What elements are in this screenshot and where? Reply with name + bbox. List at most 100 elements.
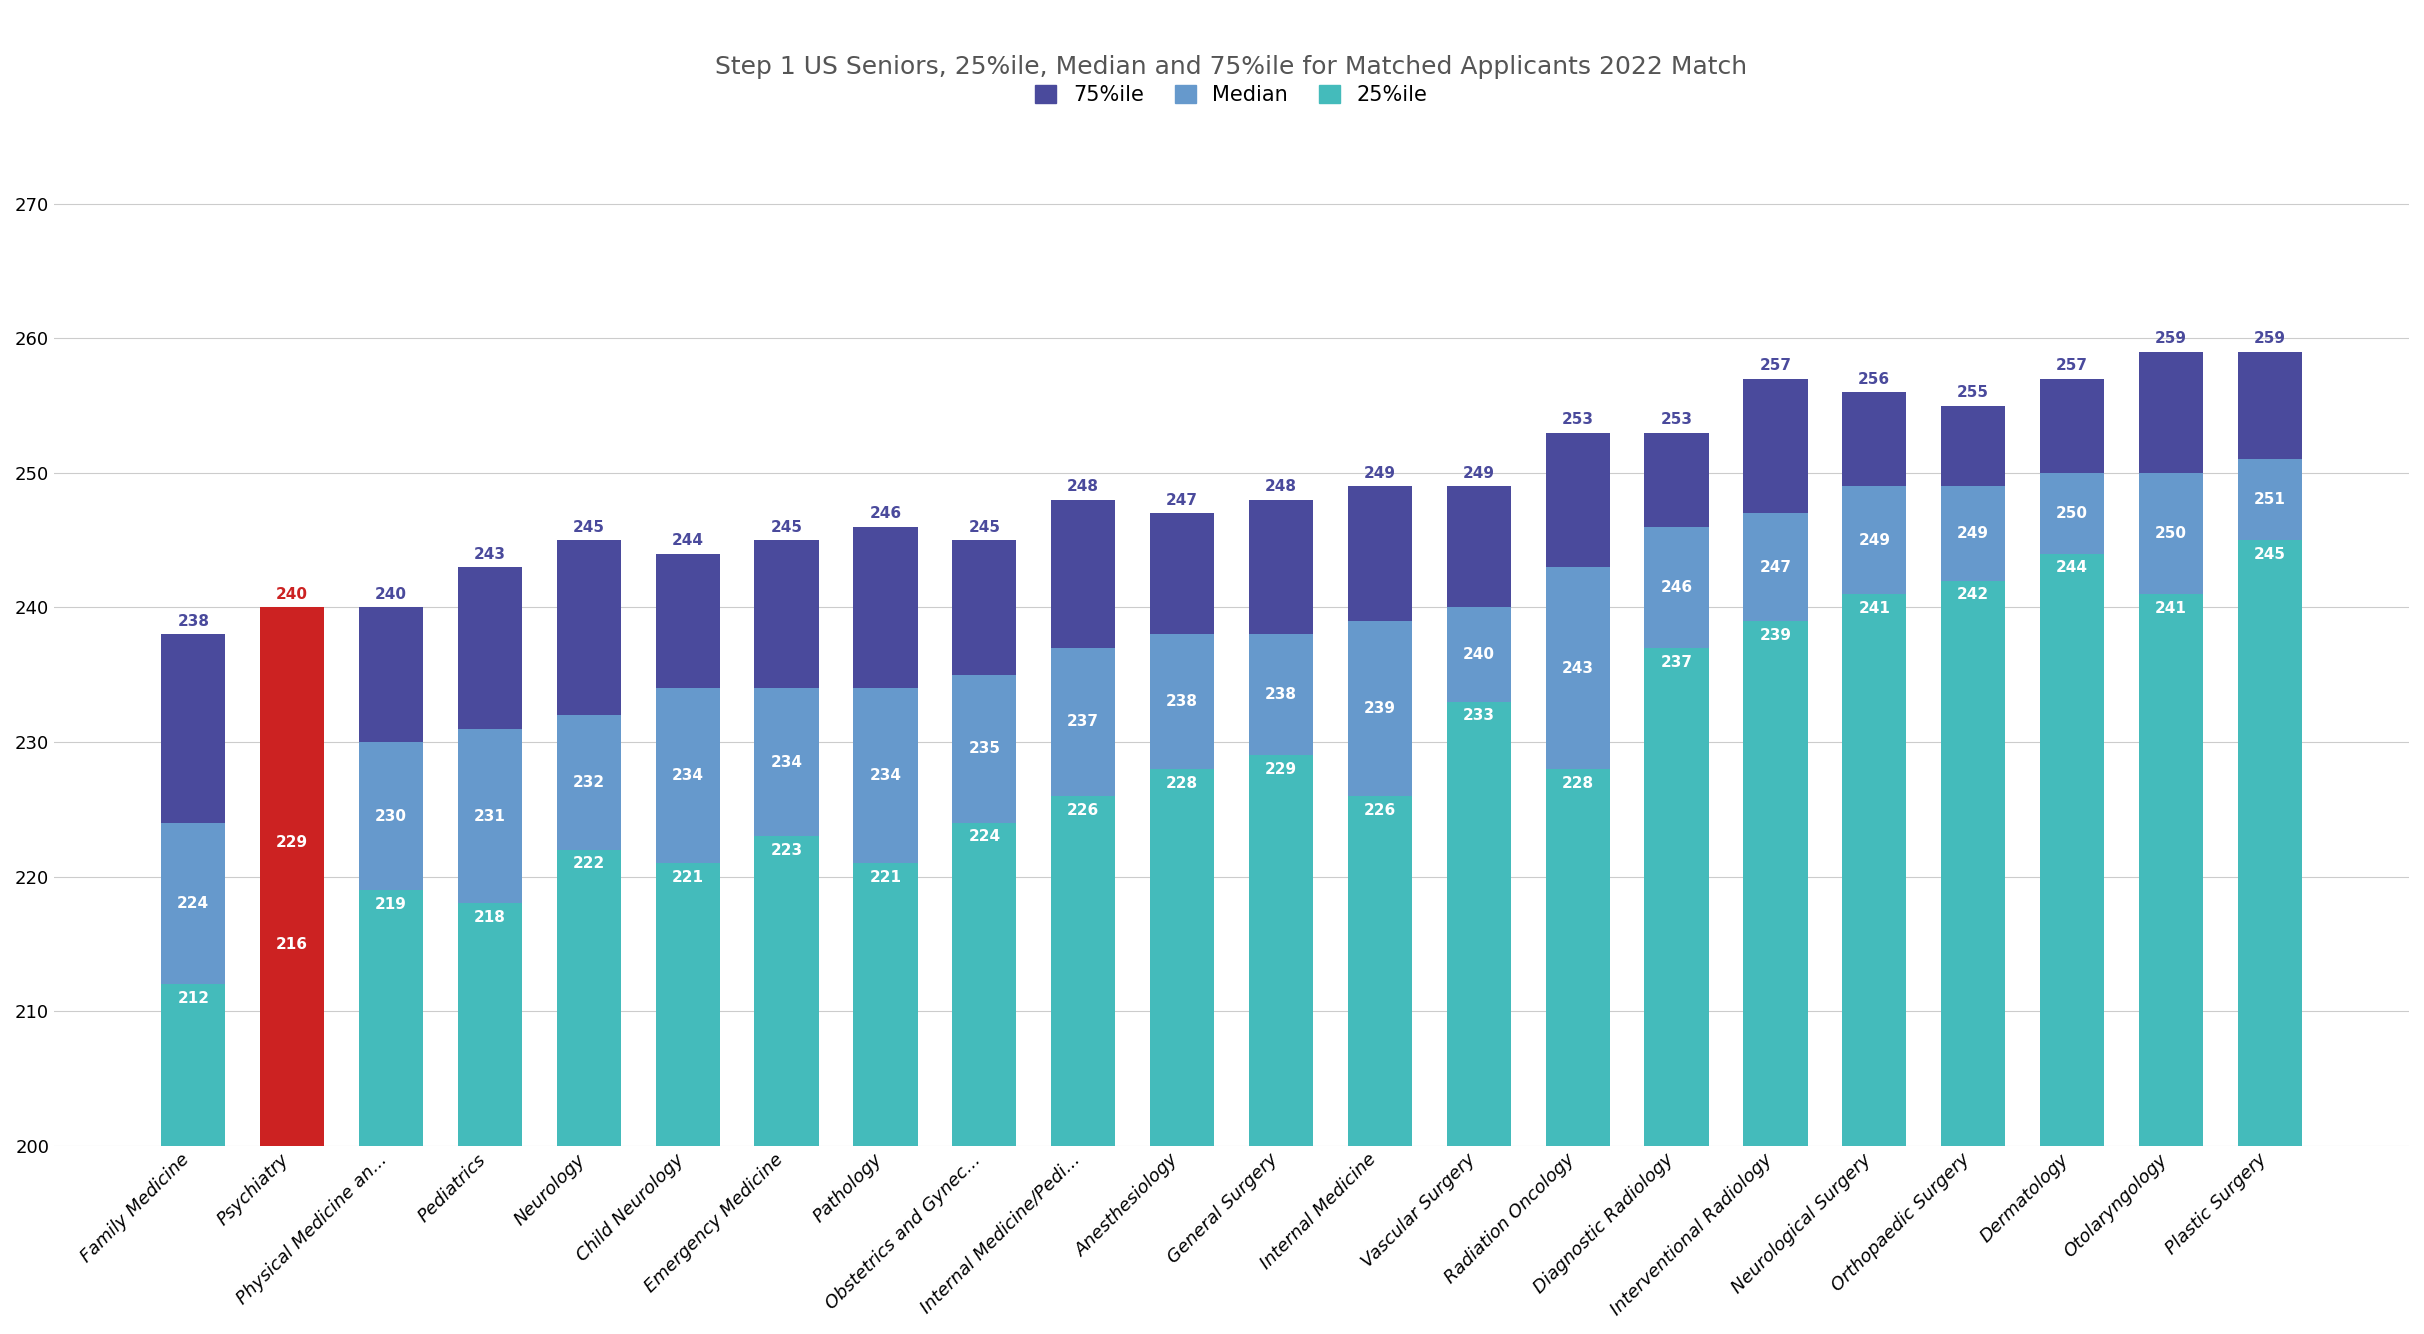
Text: 237: 237: [1660, 655, 1692, 670]
Text: 243: 243: [475, 547, 507, 562]
Text: 244: 244: [671, 534, 703, 548]
Bar: [2138, 352, 2203, 474]
Bar: [1248, 755, 1314, 1146]
Text: 249: 249: [1462, 466, 1496, 482]
Bar: [2138, 474, 2203, 594]
Bar: [654, 554, 720, 688]
Text: 226: 226: [1067, 803, 1100, 818]
Bar: [2041, 379, 2104, 474]
Text: 224: 224: [967, 830, 1001, 844]
Text: 247: 247: [1760, 559, 1791, 575]
Bar: [2041, 474, 2104, 554]
Text: 228: 228: [1166, 775, 1197, 791]
Text: 237: 237: [1067, 714, 1098, 730]
Bar: [1447, 702, 1510, 1146]
Bar: [1052, 648, 1115, 796]
Text: 221: 221: [870, 870, 902, 884]
Bar: [2041, 554, 2104, 1146]
Title: Step 1 US Seniors, 25%ile, Median and 75%ile for Matched Applicants 2022 Match: Step 1 US Seniors, 25%ile, Median and 75…: [715, 55, 1748, 79]
Bar: [1842, 594, 1905, 1146]
Bar: [754, 688, 819, 836]
Text: 243: 243: [1561, 660, 1593, 675]
Bar: [259, 930, 325, 1146]
Text: 239: 239: [1760, 627, 1791, 643]
Bar: [853, 527, 919, 688]
Text: 239: 239: [1365, 700, 1396, 716]
Bar: [1248, 500, 1314, 635]
Text: 247: 247: [1166, 492, 1197, 508]
Bar: [1842, 487, 1905, 594]
Text: 245: 245: [967, 520, 1001, 535]
Bar: [160, 823, 225, 984]
Text: 253: 253: [1660, 412, 1692, 427]
Text: 234: 234: [870, 768, 902, 783]
Bar: [2237, 459, 2303, 540]
Text: 240: 240: [276, 587, 308, 602]
Text: 248: 248: [1067, 479, 1098, 495]
Bar: [953, 823, 1016, 1146]
Bar: [1643, 432, 1709, 527]
Bar: [458, 567, 521, 728]
Bar: [1547, 768, 1610, 1146]
Text: 223: 223: [771, 843, 802, 858]
Text: 259: 259: [2155, 331, 2186, 347]
Text: 241: 241: [1859, 600, 1891, 616]
Bar: [1149, 768, 1214, 1146]
Bar: [1547, 432, 1610, 567]
Bar: [359, 890, 424, 1146]
Text: 235: 235: [967, 742, 1001, 756]
Bar: [853, 863, 919, 1146]
Text: 241: 241: [2155, 600, 2186, 616]
Bar: [259, 607, 325, 755]
Text: 245: 245: [572, 520, 606, 535]
Bar: [359, 607, 424, 742]
Bar: [1547, 567, 1610, 768]
Text: 224: 224: [177, 896, 208, 911]
Bar: [654, 863, 720, 1146]
Text: 249: 249: [1956, 526, 1990, 542]
Text: 229: 229: [1265, 762, 1297, 778]
Bar: [160, 984, 225, 1146]
Text: 238: 238: [177, 614, 208, 630]
Bar: [1348, 796, 1413, 1146]
Text: 234: 234: [671, 768, 703, 783]
Bar: [1743, 620, 1808, 1146]
Bar: [2138, 594, 2203, 1146]
Bar: [558, 850, 621, 1146]
Bar: [1149, 514, 1214, 635]
Text: 228: 228: [1561, 775, 1593, 791]
Bar: [458, 903, 521, 1146]
Text: 212: 212: [177, 991, 208, 1006]
Bar: [458, 728, 521, 903]
Bar: [1942, 487, 2005, 580]
Bar: [2237, 352, 2303, 459]
Text: 230: 230: [376, 808, 407, 823]
Bar: [1447, 487, 1510, 607]
Text: 256: 256: [1859, 372, 1891, 387]
Bar: [1447, 607, 1510, 702]
Bar: [1942, 580, 2005, 1146]
Bar: [359, 742, 424, 890]
Text: 240: 240: [1462, 647, 1496, 662]
Bar: [1052, 796, 1115, 1146]
Bar: [953, 540, 1016, 675]
Text: 253: 253: [1561, 412, 1593, 427]
Text: 229: 229: [276, 835, 308, 851]
Text: 233: 233: [1462, 708, 1496, 723]
Text: 231: 231: [475, 808, 507, 823]
Bar: [160, 635, 225, 823]
Bar: [1052, 500, 1115, 648]
Bar: [1149, 635, 1214, 768]
Bar: [754, 836, 819, 1146]
Text: 218: 218: [475, 910, 507, 926]
Bar: [754, 540, 819, 688]
Text: 259: 259: [2254, 331, 2286, 347]
Bar: [953, 675, 1016, 823]
Text: 248: 248: [1265, 479, 1297, 495]
Text: 219: 219: [376, 896, 407, 911]
Bar: [2237, 540, 2303, 1146]
Text: 249: 249: [1365, 466, 1396, 482]
Bar: [1842, 392, 1905, 487]
Text: 216: 216: [276, 936, 308, 952]
Bar: [558, 540, 621, 715]
